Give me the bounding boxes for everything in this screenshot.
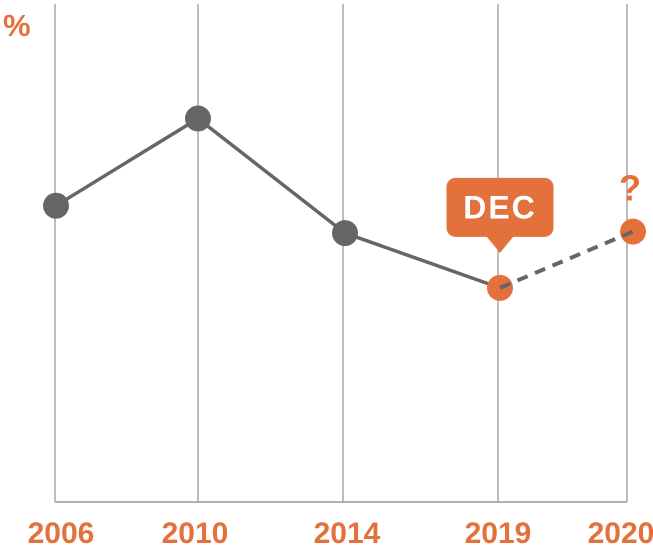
y-axis-unit-label: % bbox=[3, 8, 31, 43]
line-segment bbox=[344, 231, 501, 290]
x-axis-label-2020: 2020 bbox=[588, 517, 653, 550]
data-point-2006 bbox=[43, 192, 69, 219]
data-point-2020 bbox=[620, 218, 646, 245]
x-axis-label-2006: 2006 bbox=[28, 517, 95, 550]
dec-callout-label: DEC bbox=[463, 189, 537, 225]
x-axis-label-2010: 2010 bbox=[162, 517, 229, 550]
dec-callout-badge bbox=[446, 177, 554, 237]
forecast-dashed-line bbox=[499, 229, 634, 290]
x-axis-label-2019: 2019 bbox=[465, 517, 532, 550]
line-segment bbox=[196, 117, 347, 235]
data-point-2010 bbox=[185, 105, 211, 132]
data-point-2014 bbox=[332, 220, 358, 247]
question-mark-label: ? bbox=[619, 168, 641, 209]
x-axis-label-2014: 2014 bbox=[314, 517, 381, 550]
dec-callout-pointer bbox=[486, 235, 514, 253]
line-segment bbox=[55, 117, 199, 208]
